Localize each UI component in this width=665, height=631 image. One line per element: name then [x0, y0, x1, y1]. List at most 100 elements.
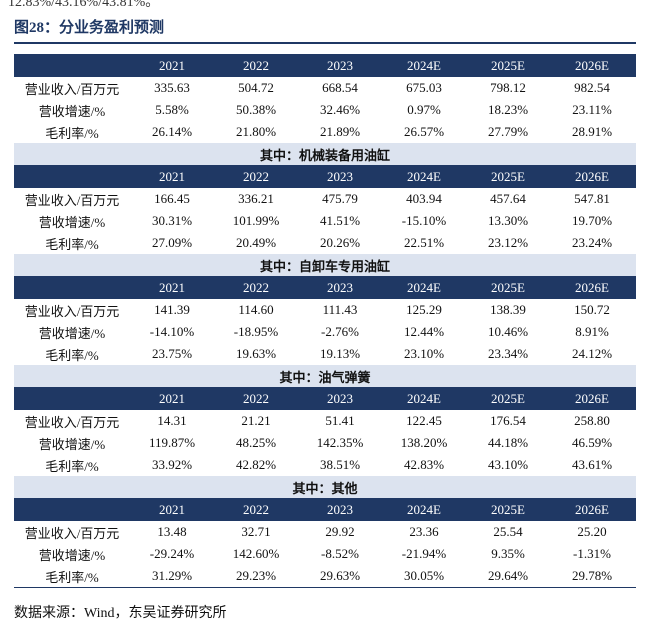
- cell: 166.45: [154, 191, 190, 206]
- cell: 335.63: [154, 80, 190, 95]
- cell: 21.21: [241, 413, 271, 428]
- cell: 43.10%: [487, 457, 529, 472]
- column-header: 2025E: [491, 390, 525, 406]
- data-row: 毛利率/% 31.29% 29.23% 29.63% 30.05% 29.64% 29.78…: [14, 565, 636, 587]
- cell: 8.91%: [575, 324, 609, 339]
- row-label: 毛利率/%: [45, 236, 99, 252]
- column-header: 2024E: [407, 168, 441, 184]
- cell: -15.10%: [401, 213, 447, 228]
- cell: 32.71: [241, 524, 271, 539]
- cell: 20.49%: [235, 235, 277, 250]
- section-title-row: 其中：自卸车专用油缸: [14, 254, 636, 276]
- data-row: 营收增速/% 5.58% 50.38% 32.46% 0.97% 18.23% 23.11%: [14, 99, 636, 121]
- top-fragment: 12.83%/43.16%/43.81%。: [8, 0, 160, 10]
- cell: -1.31%: [573, 546, 611, 561]
- column-header: 2022: [243, 168, 269, 184]
- table-bottom-rule: [14, 587, 636, 588]
- row-label: 营收增速/%: [38, 214, 106, 230]
- cell: 122.45: [406, 413, 442, 428]
- cell: 46.59%: [571, 435, 613, 450]
- header-row: 2021 2022 2023 2024E 2025E 2026E: [14, 498, 636, 521]
- cell: 30.05%: [403, 568, 445, 583]
- row-label: 营业收入/百万元: [24, 192, 120, 208]
- cell: 26.14%: [151, 124, 193, 139]
- cell: 12.44%: [403, 324, 445, 339]
- cell: 114.60: [238, 302, 274, 317]
- column-header: 2025E: [491, 168, 525, 184]
- cell: 5.58%: [155, 102, 189, 117]
- row-label: 营收增速/%: [38, 436, 106, 452]
- column-header: 2024E: [407, 501, 441, 517]
- cell: 125.29: [406, 302, 442, 317]
- column-header: 2026E: [575, 390, 609, 406]
- data-row: 毛利率/% 23.75% 19.63% 19.13% 23.10% 23.34% 24.12…: [14, 343, 636, 365]
- cell: 51.41: [325, 413, 355, 428]
- cell: -2.76%: [321, 324, 359, 339]
- cell: -14.10%: [149, 324, 195, 339]
- cell: 25.54: [493, 524, 523, 539]
- column-header: 2021: [159, 501, 185, 517]
- cell: -21.94%: [401, 546, 447, 561]
- column-header: 2025E: [491, 279, 525, 295]
- cell: 29.23%: [235, 568, 277, 583]
- cell: 258.80: [574, 413, 610, 428]
- column-header: 2024E: [407, 57, 441, 73]
- source-note: 数据来源：Wind，东吴证券研究所: [14, 606, 227, 621]
- cell: 176.54: [490, 413, 526, 428]
- cell: 547.81: [574, 191, 610, 206]
- cell: 29.78%: [571, 568, 613, 583]
- cell: 23.11%: [572, 102, 612, 117]
- cell: 29.63%: [319, 568, 361, 583]
- cell: 10.46%: [487, 324, 529, 339]
- column-header: 2025E: [491, 501, 525, 517]
- cell: 0.97%: [407, 102, 441, 117]
- cell: 504.72: [238, 80, 274, 95]
- cell: 13.30%: [487, 213, 529, 228]
- cell: -29.24%: [149, 546, 195, 561]
- cell: 18.23%: [487, 102, 529, 117]
- column-header: 2026E: [575, 168, 609, 184]
- header-row: 2021 2022 2023 2024E 2025E 2026E: [14, 387, 636, 410]
- data-row: 营业收入/百万元 335.63 504.72 668.54 675.03 798.12 98…: [14, 77, 636, 99]
- column-header: 2022: [243, 57, 269, 73]
- cell: 982.54: [574, 80, 610, 95]
- cell: 32.46%: [319, 102, 361, 117]
- cell: 798.12: [490, 80, 526, 95]
- cell: 142.60%: [232, 546, 280, 561]
- column-header: 2023: [327, 168, 353, 184]
- cell: 24.12%: [571, 346, 613, 361]
- section-title: 其中：其他: [292, 480, 358, 496]
- row-label: 毛利率/%: [45, 347, 99, 363]
- data-row: 毛利率/% 27.09% 20.49% 20.26% 22.51% 23.12% 23.24…: [14, 232, 636, 254]
- cell: 21.89%: [319, 124, 361, 139]
- data-row: 营业收入/百万元 14.31 21.21 51.41 122.45 176.54 258.8…: [14, 410, 636, 432]
- cell: 403.94: [406, 191, 442, 206]
- section-title-row: 其中：其他: [14, 476, 636, 498]
- row-label: 营收增速/%: [38, 547, 106, 563]
- cell: 22.51%: [403, 235, 445, 250]
- row-label: 营业收入/百万元: [24, 414, 120, 430]
- cell: 50.38%: [235, 102, 277, 117]
- data-row: 毛利率/% 26.14% 21.80% 21.89% 26.57% 27.79% 28.91…: [14, 121, 636, 143]
- cell: 142.35%: [316, 435, 364, 450]
- cell: 23.12%: [487, 235, 529, 250]
- cell: 30.31%: [151, 213, 193, 228]
- section-title-row: 其中：机械装备用油缸: [14, 143, 636, 165]
- cell: -8.52%: [321, 546, 359, 561]
- cell: 19.13%: [319, 346, 361, 361]
- column-header: 2026E: [575, 501, 609, 517]
- section-title-row: 其中：油气弹簧: [14, 365, 636, 387]
- cell: 138.39: [490, 302, 526, 317]
- cell: 23.24%: [571, 235, 613, 250]
- cell: 43.61%: [571, 457, 613, 472]
- cell: 29.64%: [487, 568, 529, 583]
- column-header: 2021: [159, 279, 185, 295]
- data-row: 营业收入/百万元 13.48 32.71 29.92 23.36 25.54 25.20: [14, 521, 636, 543]
- cell: 48.25%: [235, 435, 277, 450]
- cell: 26.57%: [403, 124, 445, 139]
- cell: 23.34%: [487, 346, 529, 361]
- data-row: 营收增速/% 119.87% 48.25% 142.35% 138.20% 44.18% 4…: [14, 432, 636, 454]
- cell: 23.36: [409, 524, 439, 539]
- row-label: 毛利率/%: [45, 569, 99, 585]
